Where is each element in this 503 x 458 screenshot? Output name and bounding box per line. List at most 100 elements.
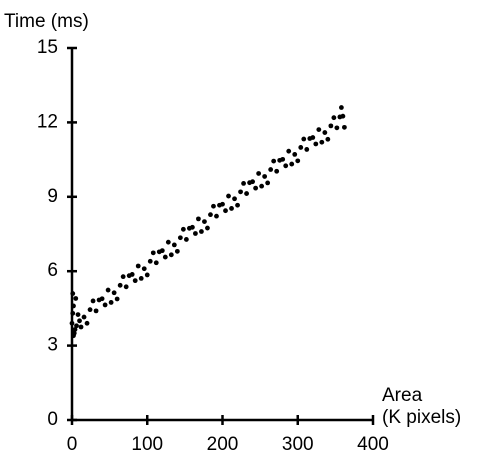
scatter-point — [165, 239, 171, 245]
scatter-point — [132, 278, 138, 284]
scatter-point — [150, 250, 156, 256]
scatter-point — [229, 206, 234, 211]
x-tick-label: 0 — [67, 434, 78, 455]
scatter-point — [111, 290, 117, 296]
scatter-point — [120, 274, 126, 280]
scatter-point — [202, 219, 207, 225]
scatter-point — [319, 139, 325, 145]
scatter-point — [205, 225, 210, 231]
scatter-point — [220, 201, 225, 207]
scatter-point — [274, 168, 280, 174]
scatter-point — [81, 314, 87, 320]
scatter-point — [102, 302, 108, 308]
scatter-point — [159, 248, 165, 254]
scatter-point — [223, 208, 228, 214]
scatter-point — [77, 318, 82, 324]
scatter-point — [338, 105, 344, 110]
scatter-point — [232, 196, 237, 202]
scatter-point — [235, 202, 240, 208]
scatter-point — [301, 136, 307, 142]
scatter-point — [325, 136, 331, 142]
scatter-point — [177, 235, 183, 241]
y-tick-label: 15 — [37, 37, 58, 58]
scatter-point — [99, 296, 105, 302]
scatter-point — [129, 272, 135, 277]
scatter-point — [271, 158, 277, 164]
scatter-point — [70, 310, 76, 316]
scatter-point — [147, 258, 153, 264]
scatter-point — [114, 296, 120, 302]
scatter-point — [144, 272, 150, 278]
scatter-point — [74, 323, 79, 329]
y-axis-label: Time (ms) — [4, 11, 89, 32]
scatter-point — [268, 167, 274, 172]
scatter-point — [250, 179, 256, 185]
scatter-point — [226, 193, 231, 199]
scatter-point — [93, 308, 99, 314]
scatter-point — [295, 158, 301, 164]
scatter-point — [87, 307, 93, 313]
x-tick-label: 400 — [357, 434, 389, 455]
scatter-point — [313, 141, 319, 147]
scatter-point — [162, 254, 168, 260]
scatter-point — [105, 287, 111, 293]
scatter-point — [292, 151, 298, 157]
scatter-point — [73, 296, 79, 301]
scatter-point — [334, 125, 340, 131]
scatter-point — [78, 324, 84, 330]
scatter-point — [141, 266, 147, 272]
scatter-point — [108, 300, 114, 305]
scatter-point — [322, 130, 328, 135]
scatter-point — [174, 248, 180, 254]
scatter-point — [241, 181, 246, 186]
scatter-point — [153, 260, 159, 266]
scatter-point — [71, 333, 76, 339]
scatter-point — [135, 263, 141, 269]
scatter-point — [238, 189, 243, 195]
scatter-point — [331, 115, 337, 121]
x-axis-label: Area — [382, 385, 423, 406]
scatter-point — [168, 252, 174, 258]
scatter-point — [256, 171, 262, 176]
scatter-point — [211, 203, 216, 209]
scatter-point — [340, 113, 346, 119]
scatter-point — [72, 327, 78, 332]
scatter-point — [316, 127, 322, 132]
x-axis-label: (K pixels) — [382, 407, 461, 428]
scatter-point — [289, 161, 295, 167]
scatter-point — [196, 216, 201, 222]
scatter-point — [180, 226, 186, 232]
scatter-point — [286, 148, 292, 154]
scatter-point — [244, 191, 249, 196]
scatter-point — [253, 185, 259, 191]
y-tick-label: 9 — [47, 186, 58, 207]
scatter-point — [75, 312, 81, 317]
scatter-point — [265, 180, 271, 186]
scatter-point — [259, 183, 265, 189]
scatter-point — [117, 282, 123, 288]
scatter-point — [304, 147, 310, 152]
scatter-point — [138, 275, 144, 281]
scatter-point — [84, 320, 90, 326]
scatter-point — [183, 237, 189, 242]
x-tick-label: 100 — [131, 434, 163, 455]
scatter-point — [190, 224, 195, 230]
scatter-point — [199, 229, 204, 234]
y-tick-label: 12 — [37, 111, 58, 132]
scatter-point — [298, 145, 304, 150]
scatter-point — [310, 135, 316, 140]
scatter-point — [280, 156, 286, 162]
x-tick-label: 200 — [207, 434, 239, 455]
scatter-point — [69, 320, 75, 326]
scatter-point — [283, 163, 289, 169]
scatter-point — [90, 298, 96, 304]
scatter-point — [193, 231, 198, 236]
scatter-point — [214, 213, 219, 219]
scatter-point — [262, 174, 268, 179]
scatter-point — [328, 123, 334, 129]
scatter-point — [171, 242, 177, 248]
y-tick-label: 6 — [47, 260, 58, 281]
scatter-point — [208, 212, 213, 218]
scatter-point — [71, 303, 76, 309]
